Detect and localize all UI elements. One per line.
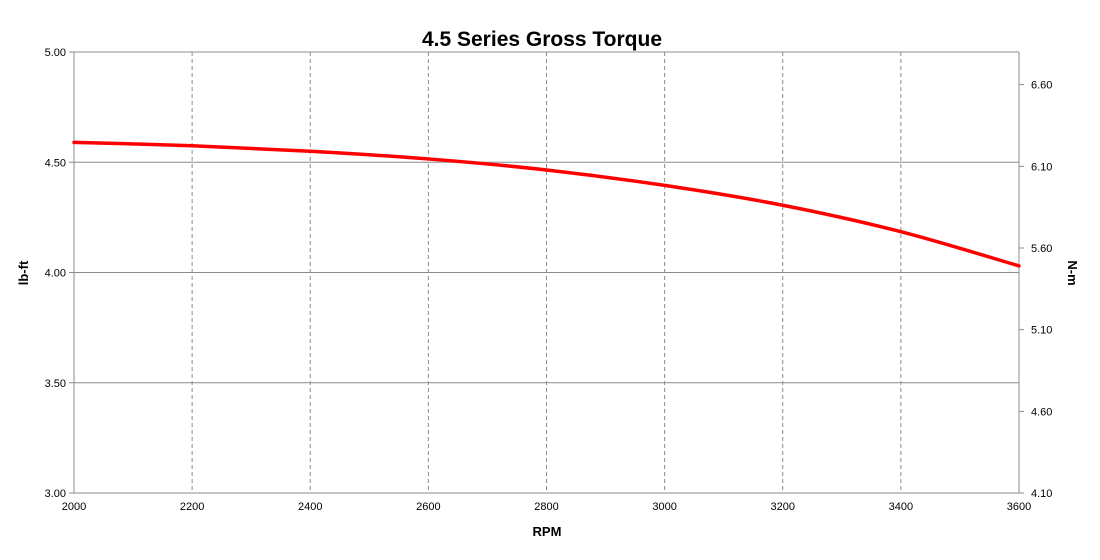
y2-tick-label: 6.60 <box>1031 80 1052 92</box>
axis-layer <box>69 51 1024 494</box>
y2-tick-label: 5.10 <box>1031 325 1052 337</box>
x-tick-label: 3600 <box>1007 501 1031 513</box>
y2-tick-label: 4.10 <box>1031 488 1052 500</box>
x-tick-label: 2800 <box>534 501 558 513</box>
y2-tick-label: 6.10 <box>1031 161 1052 173</box>
x-tick-label: 2400 <box>298 501 322 513</box>
x-tick-label: 3400 <box>889 501 913 513</box>
x-tick-label: 3000 <box>652 501 676 513</box>
tick-layer: 2000 2200 2400 2600 2800 3000 3200 3400 3600 3.00… <box>45 47 1053 513</box>
y-axis-label: lb-ft <box>16 260 31 285</box>
y2-axis-label: N-m <box>1065 260 1080 285</box>
y-tick-label: 4.50 <box>45 157 66 169</box>
y-tick-label: 3.50 <box>45 378 66 390</box>
x-axis-label: RPM <box>533 524 562 539</box>
x-tick-label: 2000 <box>62 501 86 513</box>
x-tick-label: 3200 <box>771 501 795 513</box>
y-tick-label: 5.00 <box>45 47 66 59</box>
y2-tick-label: 5.60 <box>1031 243 1052 255</box>
chart-title: 4.5 Series Gross Torque <box>422 28 662 51</box>
series-layer <box>72 140 1021 268</box>
x-tick-label: 2600 <box>416 501 440 513</box>
x-tick-label: 2200 <box>180 501 204 513</box>
grid-layer <box>74 51 1019 493</box>
torque-series-line <box>72 140 1021 268</box>
y2-tick-label: 4.60 <box>1031 406 1052 418</box>
y-tick-label: 3.00 <box>45 488 66 500</box>
y-tick-label: 4.00 <box>45 268 66 280</box>
